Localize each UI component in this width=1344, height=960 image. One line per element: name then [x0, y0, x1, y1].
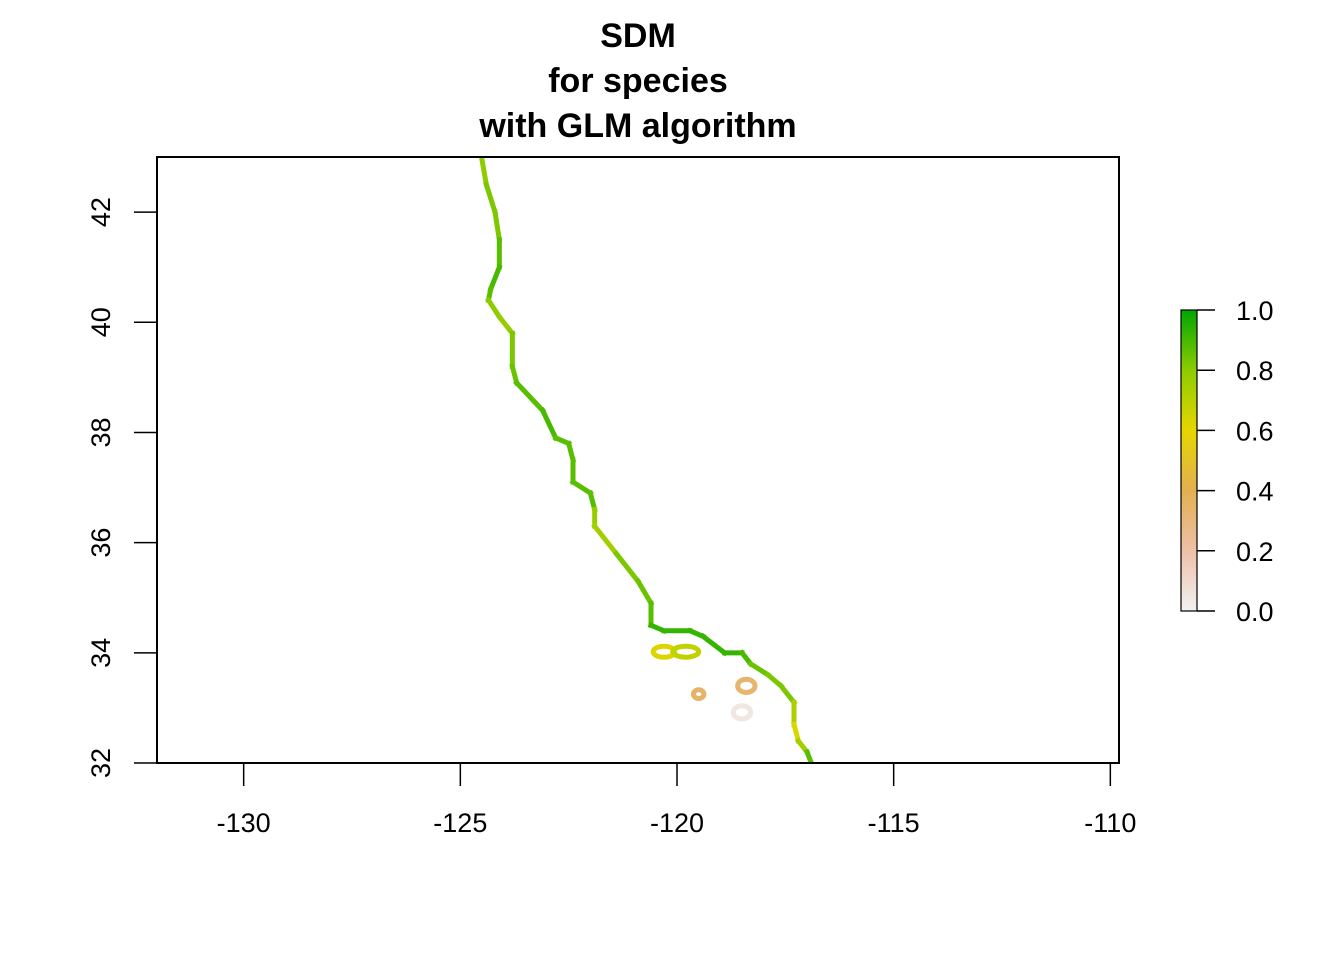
coast-cell — [565, 440, 577, 464]
x-tick-label: -125 — [433, 808, 487, 838]
plot-frame — [156, 156, 1120, 764]
legend-colorbar — [1180, 309, 1198, 612]
coast-cell — [487, 263, 503, 293]
y-tick-label: 34 — [86, 638, 116, 668]
y-tick-label: 42 — [86, 197, 116, 227]
coast-cell — [699, 632, 729, 657]
coast-cell — [587, 490, 598, 513]
coast-cell — [790, 721, 802, 745]
y-axis: 32 34 36 38 40 42 — [86, 197, 158, 778]
coast-cell — [803, 748, 815, 763]
y-tick-label: 40 — [86, 307, 116, 337]
x-tick-label: -115 — [868, 808, 920, 838]
coast-cell — [495, 313, 516, 337]
y-tick-label: 38 — [86, 417, 116, 447]
legend-tick-label: 0.6 — [1236, 416, 1274, 446]
coast-cell — [492, 209, 503, 243]
island-cell — [690, 687, 707, 702]
legend-tick-label: 1.0 — [1236, 296, 1274, 326]
chart-title-line-2: for species — [548, 62, 728, 100]
island-cell — [670, 643, 702, 660]
x-tick-label: -130 — [217, 808, 271, 838]
legend-tick-label: 0.2 — [1236, 537, 1274, 567]
coast-cell — [764, 671, 785, 690]
chart-title-line-3: with GLM algorithm — [478, 107, 796, 145]
legend-tick-label: 0.0 — [1236, 597, 1274, 627]
coast-cell — [539, 407, 559, 442]
legend-tick-label: 0.8 — [1236, 356, 1274, 386]
y-tick-label: 36 — [86, 528, 116, 558]
island-cell — [730, 703, 754, 722]
x-axis: -130 -125 -120 -115 -110 — [217, 762, 1136, 838]
map-raster-layer — [479, 157, 815, 763]
coast-cell — [483, 181, 499, 216]
coast-cell — [591, 522, 620, 558]
island-cell — [735, 676, 758, 695]
x-tick-label: -110 — [1084, 808, 1136, 838]
coast-cell — [634, 577, 655, 607]
coast-cell — [569, 478, 594, 497]
legend-tick-label: 0.4 — [1236, 477, 1274, 507]
coast-cell — [479, 157, 490, 188]
chart-title-line-1: SDM — [600, 17, 676, 55]
x-tick-label: -120 — [650, 808, 704, 838]
y-tick-label: 32 — [86, 748, 116, 778]
coast-cell — [777, 682, 798, 706]
coast-cell — [513, 379, 547, 414]
coast-cell — [747, 660, 772, 679]
coast-cell — [612, 550, 642, 585]
coast-cell — [485, 296, 503, 321]
color-legend: 0.0 0.2 0.4 0.6 0.8 1.0 — [1180, 296, 1274, 627]
